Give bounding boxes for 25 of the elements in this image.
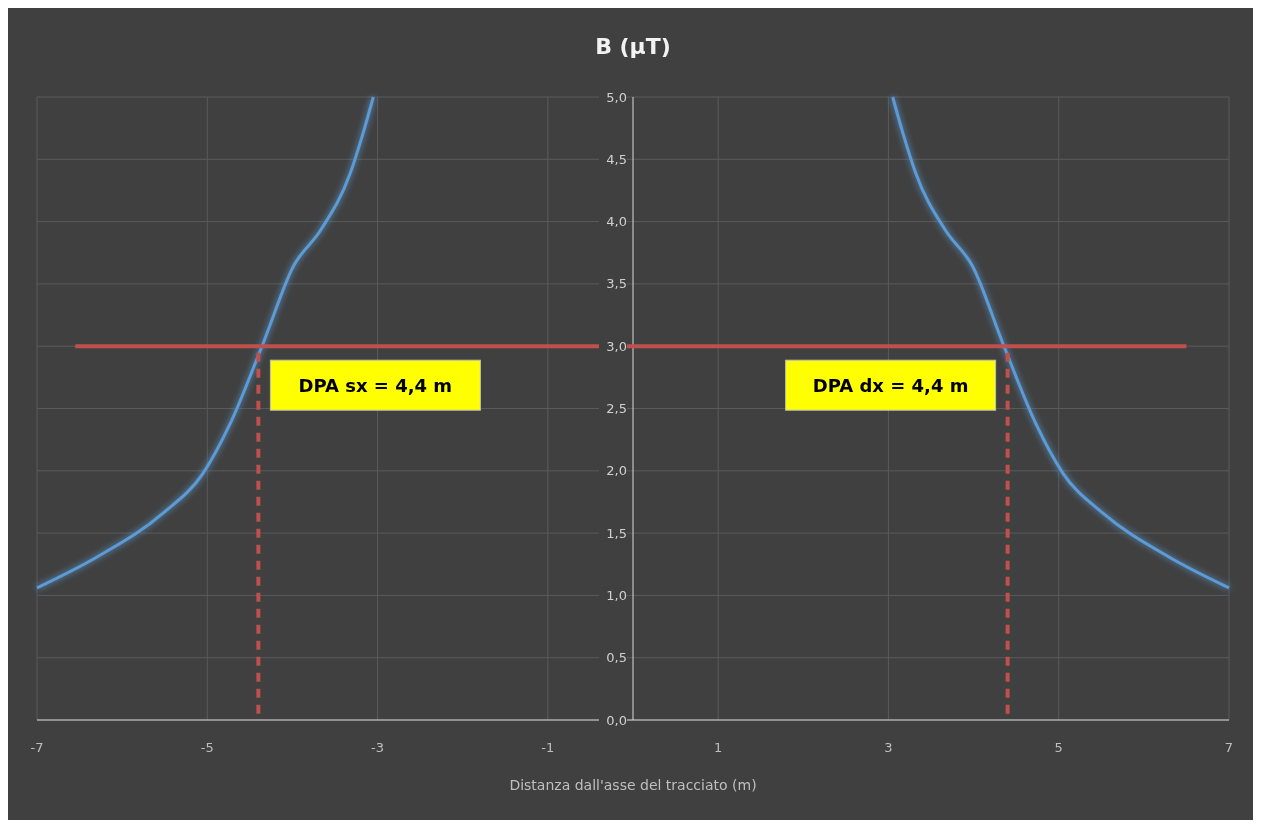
x-tick-label: 7 (1224, 740, 1234, 755)
y-tick-label: 0,5 (606, 650, 627, 666)
y-tick-label: 3,0 (606, 338, 627, 354)
y-tick-label: 4,5 (606, 151, 627, 167)
y-tick-label: 4,0 (606, 214, 627, 230)
x-tick-label: -7 (30, 740, 44, 755)
x-tick-label: 3 (884, 740, 893, 755)
annotation: DPA dx = 4,4 m (812, 374, 969, 396)
line-series (35, 95, 375, 590)
y-tick-label: 5,0 (606, 89, 627, 105)
line-series (891, 95, 1231, 590)
annotation: DPA sx = 4,4 m (298, 374, 453, 396)
y-tick-label: 0,0 (606, 712, 627, 728)
x-axis-title: Distanza dall'asse del tracciato (m) (509, 777, 757, 793)
chart-title: B (µT) (595, 34, 671, 59)
y-tick-label: 3,5 (606, 276, 627, 292)
y-tick-label: 1,5 (606, 525, 627, 541)
x-tick-label: 5 (1054, 740, 1063, 755)
y-tick-label: 1,0 (606, 587, 627, 603)
y-tick-label: 2,5 (606, 401, 627, 417)
x-tick-label: -5 (200, 740, 214, 755)
y-tick-label: 2,0 (606, 463, 627, 479)
x-tick-label: 1 (714, 740, 723, 755)
x-tick-label: -1 (541, 740, 555, 755)
x-tick-label: -3 (371, 740, 385, 755)
